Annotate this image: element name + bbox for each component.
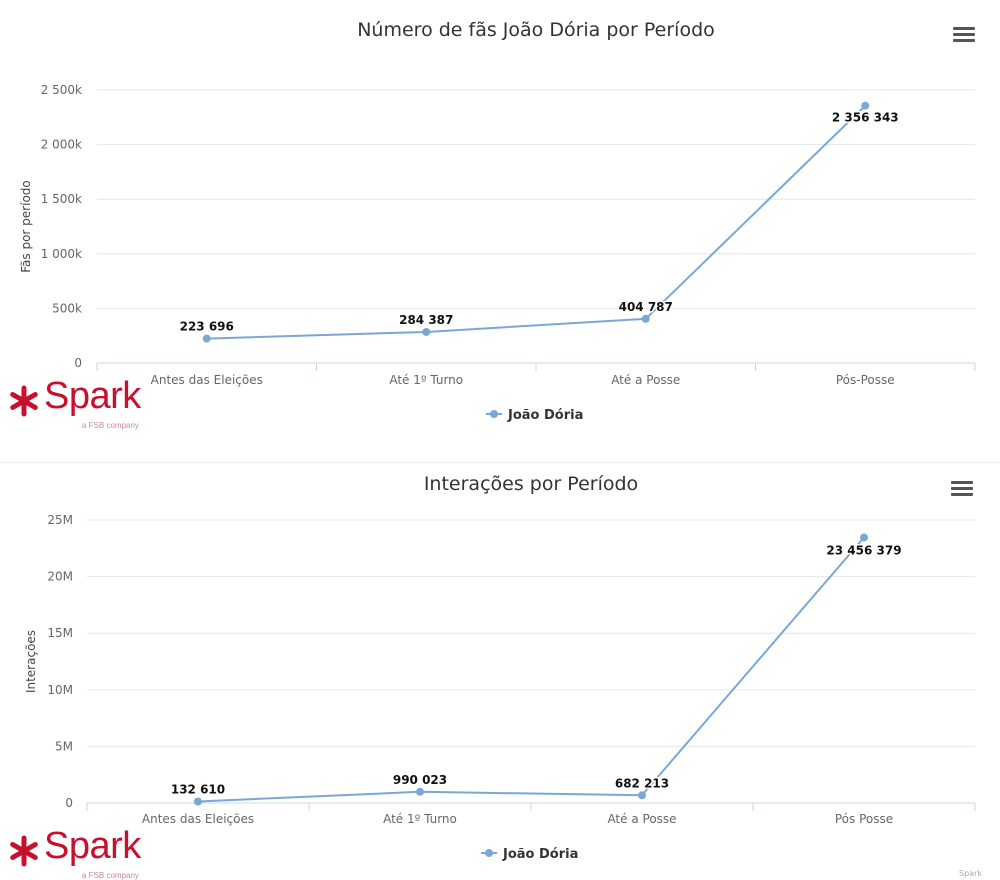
x-tick-label: Pós-Posse (836, 373, 895, 387)
spark-logo-subtitle: a FSB company (82, 871, 139, 880)
data-label: 132 610 (171, 782, 225, 796)
legend-item[interactable]: João Dória (481, 847, 578, 862)
data-point[interactable] (638, 791, 646, 800)
data-point[interactable] (416, 787, 424, 796)
x-tick-label: Até 1º Turno (389, 373, 463, 387)
y-axis-title: Interações (24, 630, 38, 693)
data-point[interactable] (861, 101, 870, 110)
legend-label: João Dória (507, 408, 583, 423)
data-label: 23 456 379 (826, 543, 901, 557)
spark-star-icon (10, 385, 38, 417)
y-tick-label: 1 000k (41, 247, 82, 261)
spark-logo-text: Spark (44, 825, 141, 867)
legend-label: João Dória (502, 847, 578, 862)
y-tick-label: 15M (47, 626, 73, 640)
data-label: 682 213 (615, 776, 669, 790)
x-tick-label: Antes das Eleições (142, 812, 254, 826)
data-label: 223 696 (180, 320, 234, 334)
data-point[interactable] (860, 533, 868, 542)
hamburger-menu-icon (953, 27, 975, 30)
y-tick-label: 2 500k (41, 83, 82, 97)
legend-symbol-marker (485, 849, 493, 857)
x-tick-label: Pós Posse (835, 812, 893, 826)
y-tick-label: 1 500k (41, 192, 82, 206)
data-point[interactable] (194, 797, 202, 806)
spark-logo-text: Spark (44, 375, 141, 417)
data-point[interactable] (641, 314, 650, 323)
data-label: 284 387 (399, 313, 453, 327)
y-tick-label: 10M (47, 683, 73, 697)
chart-title: Número de fãs João Dória por Período (357, 19, 715, 41)
chart-menu-button[interactable] (951, 479, 973, 497)
y-tick-label: 0 (65, 796, 73, 810)
interactions-chart: Interações por Período 0 5M 10M 15M 20M 25M Ant… (24, 473, 976, 862)
y-tick-label: 25M (47, 513, 73, 527)
y-tick-label: 500k (52, 301, 82, 315)
data-point[interactable] (422, 327, 431, 336)
spark-logo-subtitle: a FSB company (82, 421, 139, 430)
x-tick-label: Antes das Eleições (151, 373, 263, 387)
chart-menu-button[interactable] (953, 25, 975, 43)
x-tick-label: Até a Posse (607, 812, 676, 826)
spark-star-icon (10, 835, 38, 867)
chart-credit: Spark (959, 869, 982, 878)
series-line (197, 536, 865, 803)
hamburger-menu-icon (951, 481, 973, 484)
fans-chart: Número de fãs João Dória por Período 0 500… (19, 19, 976, 423)
y-axis-title: Fãs por período (19, 180, 33, 273)
data-label: 404 787 (619, 300, 673, 314)
chart-panel-interactions: Interações por Período 0 5M 10M 15M 20M 25M Ant… (0, 462, 1000, 880)
chart-panel-fans: Número de fãs João Dória por Período 0 500… (10, 19, 976, 430)
y-tick-label: 2 000k (41, 138, 82, 152)
chart-title: Interações por Período (424, 473, 638, 495)
data-point[interactable] (202, 334, 211, 343)
legend-item[interactable]: João Dória (486, 408, 583, 423)
y-tick-label: 20M (47, 570, 73, 584)
data-label: 990 023 (393, 773, 447, 787)
x-tick-label: Até a Posse (611, 373, 680, 387)
series-line (206, 104, 866, 340)
y-tick-label: 5M (55, 739, 73, 753)
data-label: 2 356 343 (832, 111, 899, 125)
legend-symbol-marker (490, 410, 498, 418)
y-tick-label: 0 (74, 356, 82, 370)
x-tick-label: Até 1º Turno (383, 812, 457, 826)
